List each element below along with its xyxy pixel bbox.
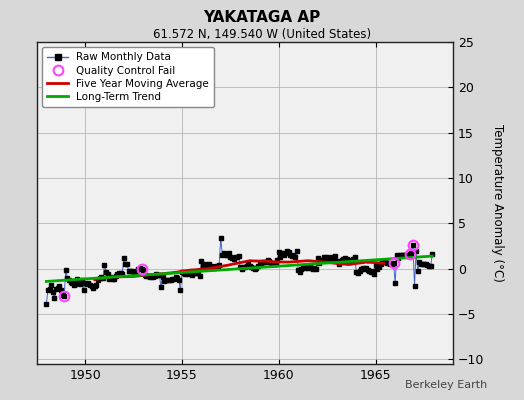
Y-axis label: Temperature Anomaly (°C): Temperature Anomaly (°C) bbox=[491, 124, 504, 282]
Legend: Raw Monthly Data, Quality Control Fail, Five Year Moving Average, Long-Term Tren: Raw Monthly Data, Quality Control Fail, … bbox=[42, 47, 214, 107]
Text: YAKATAGA AP: YAKATAGA AP bbox=[203, 10, 321, 25]
Text: Berkeley Earth: Berkeley Earth bbox=[405, 380, 487, 390]
Text: 61.572 N, 149.540 W (United States): 61.572 N, 149.540 W (United States) bbox=[153, 28, 371, 41]
